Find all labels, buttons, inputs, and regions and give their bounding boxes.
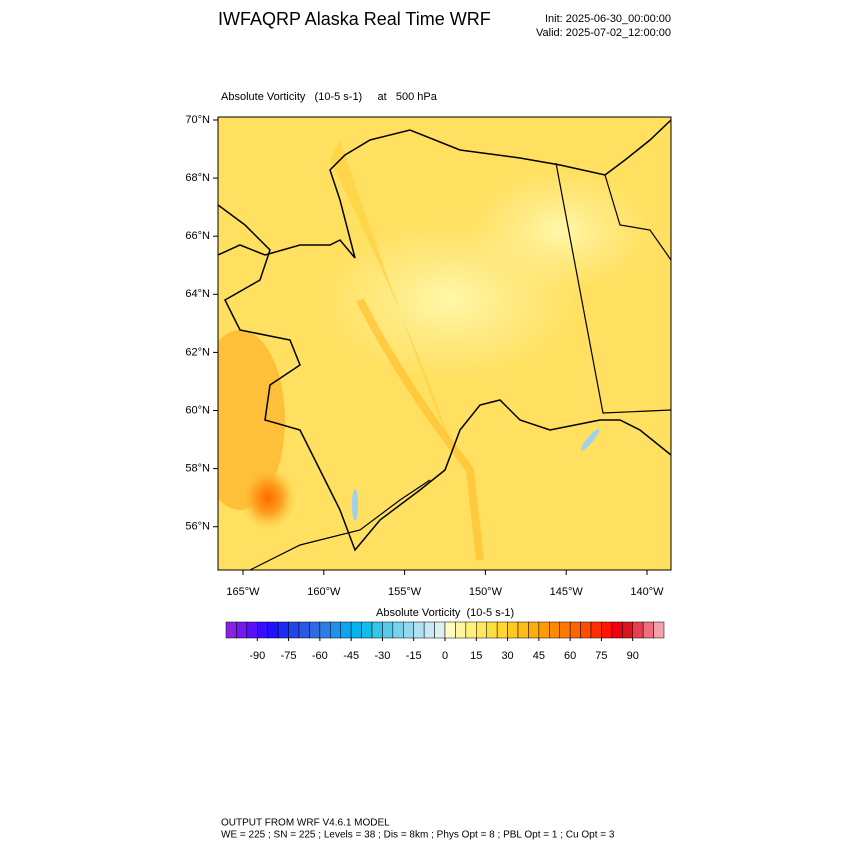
- colorbar-box: [319, 621, 331, 639]
- lon-label: 160°W: [307, 586, 341, 598]
- colorbar-box: [455, 621, 467, 639]
- colorbar-box: [496, 621, 508, 639]
- field-shade: [240, 466, 296, 530]
- lat-label: 58°N: [185, 463, 210, 475]
- colorbar-box: [413, 621, 425, 639]
- colorbar-box: [267, 621, 279, 639]
- colorbar-box: [434, 621, 446, 639]
- init-time: Init: 2025-06-30_00:00:00: [545, 13, 671, 25]
- colorbar-box: [580, 621, 592, 639]
- colorbar-tick-label: -90: [249, 650, 265, 662]
- map-subtitle: Absolute Vorticity (10-5 s-1) at 500 hPa: [221, 91, 438, 103]
- coastline: [218, 204, 671, 552]
- colorbar-box: [642, 621, 654, 639]
- field-shade: [352, 489, 358, 521]
- colorbar-box: [632, 621, 644, 639]
- colorbar-box: [246, 621, 258, 639]
- title: IWFAQRP Alaska Real Time WRF: [218, 9, 491, 29]
- colorbar-box: [423, 621, 435, 639]
- colorbar-box: [559, 621, 571, 639]
- colorbar-tick-label: 60: [564, 650, 576, 662]
- border: [555, 162, 671, 414]
- colorbar-box: [517, 621, 529, 639]
- colorbar-box: [444, 621, 456, 639]
- colorbar-box: [549, 621, 560, 639]
- colorbar-box: [361, 621, 373, 639]
- colorbar-box: [257, 621, 268, 639]
- colorbar-box: [590, 621, 602, 639]
- lat-label: 62°N: [185, 346, 210, 358]
- lat-label: 56°N: [185, 521, 210, 533]
- field-shade: [580, 429, 600, 451]
- colorbar-tick-label: 90: [627, 650, 639, 662]
- colorbar-box: [465, 621, 477, 639]
- border: [604, 174, 671, 261]
- colorbar-tick-label: -75: [281, 650, 297, 662]
- colorbar-tick-label: -60: [312, 650, 328, 662]
- lon-label: 155°W: [388, 586, 422, 598]
- colorbar-box: [225, 621, 237, 639]
- colorbar-box: [350, 621, 362, 639]
- colorbar-box: [538, 621, 550, 639]
- lon-label: 140°W: [630, 586, 664, 598]
- colorbar-box: [277, 621, 289, 639]
- colorbar-tick-label: 15: [470, 650, 482, 662]
- field-shade: [330, 140, 450, 440]
- colorbar-tick-label: 45: [533, 650, 545, 662]
- colorbar-tick-label: -15: [406, 650, 422, 662]
- colorbar-box: [371, 621, 383, 639]
- footer-line: OUTPUT FROM WRF V4.6.1 MODEL: [221, 818, 390, 829]
- colorbar-tick-label: 30: [501, 650, 513, 662]
- footer-line: WE = 225 ; SN = 225 ; Levels = 38 ; Dis …: [221, 830, 615, 841]
- lat-label: 68°N: [185, 172, 210, 184]
- field-shade: [470, 170, 650, 290]
- colorbar-box: [528, 621, 540, 639]
- map-frame: [217, 116, 672, 571]
- lat-label: 70°N: [185, 114, 210, 126]
- colorbar-box: [403, 621, 414, 639]
- colorbar-box: [298, 621, 310, 639]
- colorbar-tick-label: 0: [442, 650, 448, 662]
- colorbar-box: [507, 621, 519, 639]
- colorbar-tick-label: -45: [343, 650, 359, 662]
- colorbar-box: [288, 621, 300, 639]
- colorbar-box: [486, 621, 498, 639]
- lat-label: 60°N: [185, 404, 210, 416]
- field-shade: [218, 330, 285, 510]
- colorbar-box: [236, 621, 248, 639]
- colorbar-box: [601, 621, 613, 639]
- colorbar-box: [382, 621, 394, 639]
- colorbar-box: [330, 621, 341, 639]
- colorbar-tick-label: -30: [374, 650, 390, 662]
- colorbar-box: [476, 621, 487, 639]
- colorbar-box: [309, 621, 321, 639]
- lon-label: 150°W: [469, 586, 503, 598]
- map-field: [218, 117, 671, 570]
- valid-time: Valid: 2025-07-02_12:00:00: [536, 27, 671, 39]
- lat-label: 66°N: [185, 230, 210, 242]
- colorbar-title: Absolute Vorticity (10-5 s-1): [376, 607, 514, 619]
- colorbar-box: [569, 621, 581, 639]
- lat-label: 64°N: [185, 288, 210, 300]
- colorbar-box: [392, 621, 404, 639]
- colorbar-box: [340, 621, 352, 639]
- lon-label: 145°W: [550, 586, 584, 598]
- lon-label: 165°W: [226, 586, 260, 598]
- colorbar-box: [653, 621, 665, 639]
- colorbar-tick-label: 75: [595, 650, 607, 662]
- colorbar-box: [622, 621, 633, 639]
- field-shade: [356, 298, 484, 561]
- coastline: [249, 479, 431, 570]
- colorbar-box: [611, 621, 623, 639]
